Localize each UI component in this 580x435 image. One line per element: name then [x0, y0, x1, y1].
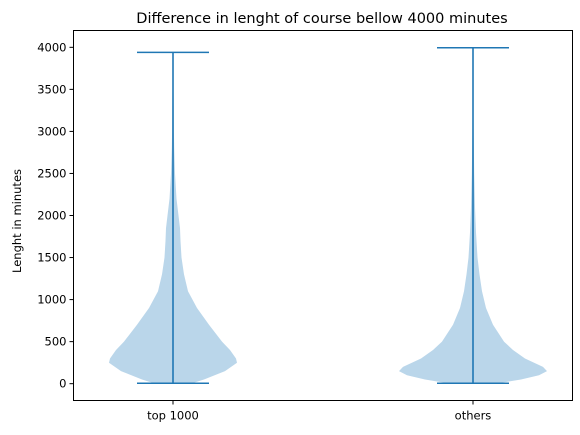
y-tick-label: 1000 [37, 293, 66, 307]
y-axis: 0 500 1000 1500 2000 2500 3000 3500 4000 [37, 40, 74, 391]
chart-title: Difference in lenght of course bellow 40… [136, 11, 507, 27]
y-tick-label: 4000 [37, 40, 66, 54]
plot-frame [73, 30, 573, 401]
y-tick-label: 0 [59, 377, 66, 391]
y-tick-label: 2000 [37, 209, 66, 223]
y-tick-label: 3000 [37, 124, 66, 138]
y-tick-label: 500 [45, 335, 67, 349]
y-tick-label: 3500 [37, 82, 66, 96]
y-tick-label: 1500 [37, 251, 66, 265]
violin-bodies [109, 47, 547, 384]
x-tick-label: others [455, 409, 492, 423]
x-axis: top 1000 others [147, 400, 492, 423]
x-tick-label: top 1000 [147, 409, 199, 423]
violin-stat-lines [137, 46, 509, 385]
y-tick-label: 2500 [37, 166, 66, 180]
y-axis-label: Lenght in minutes [10, 169, 24, 273]
